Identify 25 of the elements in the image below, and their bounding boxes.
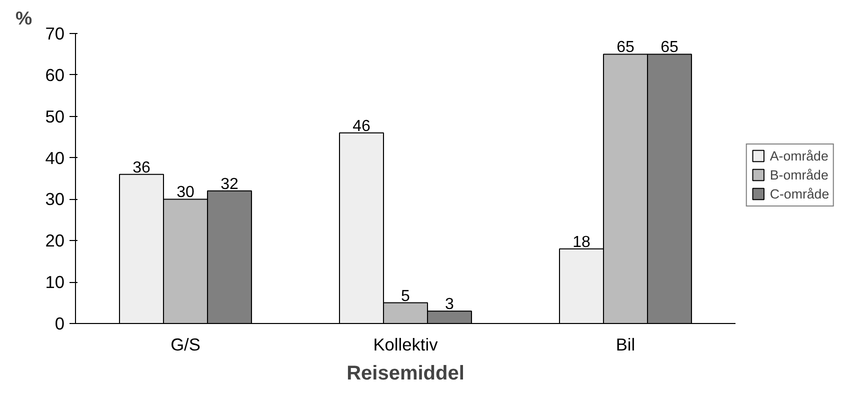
y-tick-label: 60 <box>45 64 65 85</box>
y-tick-label: 40 <box>45 148 65 168</box>
y-axis-title: % <box>16 8 32 28</box>
data-label: 32 <box>220 176 238 193</box>
y-tick-label: 70 <box>45 24 65 44</box>
data-label: 36 <box>132 159 150 176</box>
data-label: 65 <box>660 39 678 56</box>
data-label: 46 <box>352 118 370 135</box>
y-tick-label: 50 <box>45 106 65 126</box>
x-axis-title: Reisemiddel <box>346 362 464 384</box>
data-label: 3 <box>445 296 454 314</box>
data-label: 18 <box>572 234 590 251</box>
x-tick-label: G/S <box>170 334 200 354</box>
legend-label: A-område <box>770 148 828 163</box>
y-tick-label: 20 <box>45 230 65 251</box>
data-label: 5 <box>401 288 410 305</box>
legend-label: B-område <box>770 167 828 182</box>
data-label: 30 <box>176 184 194 202</box>
data-label: 65 <box>616 39 634 56</box>
y-tick-label: 0 <box>54 314 65 334</box>
y-tick-label: 10 <box>45 272 65 292</box>
x-tick-label: Kollektiv <box>373 334 438 354</box>
y-tick-label: 30 <box>45 189 65 210</box>
x-tick-label: Bil <box>616 334 636 354</box>
legend-label: C-område <box>770 186 830 201</box>
